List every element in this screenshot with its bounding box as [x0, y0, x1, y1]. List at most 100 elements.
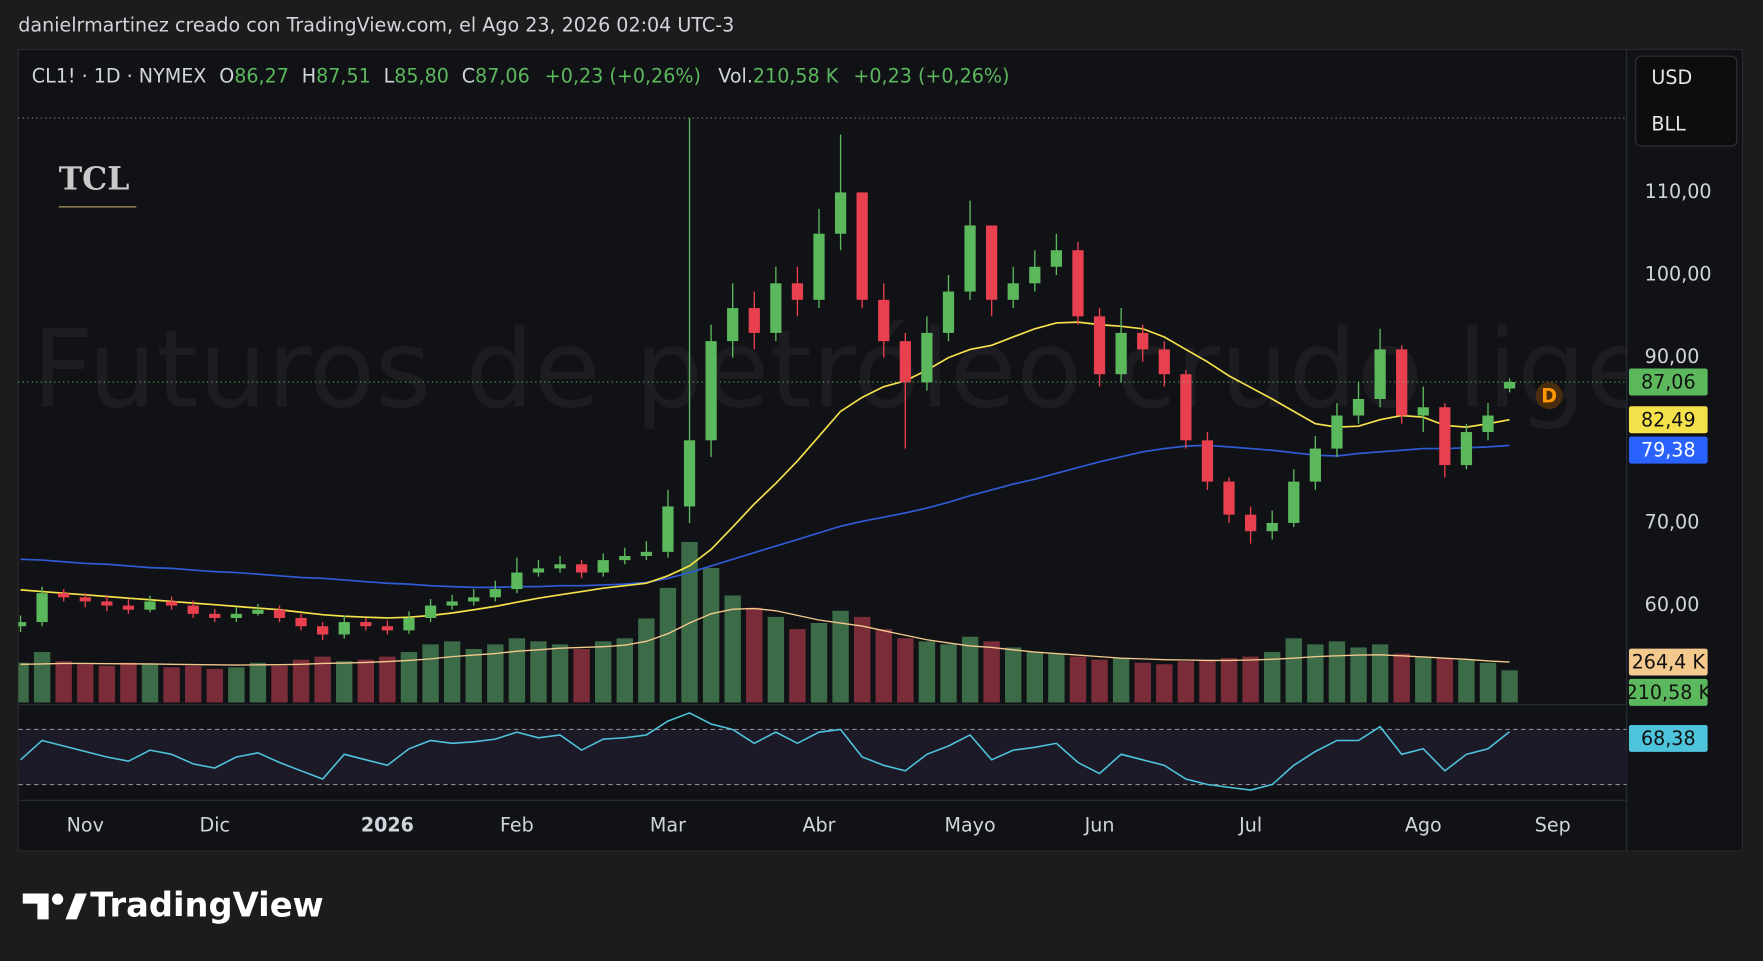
legend-key: O — [219, 64, 234, 87]
footer-brand: TradingView — [90, 886, 324, 925]
scale-box[interactable] — [1635, 55, 1738, 147]
volume-bar — [1285, 638, 1302, 703]
y-tick-label: 100,00 — [1645, 263, 1712, 286]
candle-body — [209, 613, 221, 618]
volume-bar — [1371, 644, 1389, 703]
rsi-band — [18, 729, 1627, 785]
candle-body — [489, 589, 501, 598]
volume-bar — [659, 587, 677, 703]
attribution: danielrmartinez creado con TradingView.c… — [18, 13, 734, 36]
x-tick-label: Jun — [1084, 814, 1115, 837]
volume-bar — [983, 641, 1000, 703]
candle-body — [748, 308, 760, 333]
candle-body — [1223, 481, 1235, 515]
scale-unit[interactable]: BLL — [1651, 112, 1686, 135]
volume-bar — [767, 616, 785, 703]
plot: 60,00 70,00 90,00 100,00 110,00 87,06 82,49 79,… — [18, 117, 1712, 837]
legend-key: L — [384, 64, 395, 87]
candle-body — [403, 617, 415, 631]
volume-bar — [271, 665, 288, 703]
candle-body — [1482, 415, 1494, 433]
footer-logo-mark — [22, 893, 49, 920]
price-pane — [18, 117, 1627, 703]
x-tick-label: Mayo — [944, 814, 995, 837]
volume-bar — [1134, 662, 1151, 703]
candle-body — [727, 308, 739, 342]
line — [20, 712, 1511, 791]
last-value-label: 210,58 K — [1626, 681, 1712, 704]
last-value-tag — [1628, 368, 1708, 396]
event-marker-label[interactable]: D — [1541, 384, 1557, 407]
volume-bar — [55, 661, 72, 703]
candle-body — [619, 555, 631, 561]
footer-logo-mark — [65, 893, 87, 920]
candle-body — [705, 341, 717, 441]
volume-bar — [1415, 656, 1432, 703]
legend-volume-key: Vol. — [718, 64, 753, 87]
volume-bar — [1220, 658, 1238, 703]
volume-bar — [1199, 659, 1216, 703]
candle-body — [1137, 332, 1149, 350]
legend-symbol: CL1! · 1D · NYMEX — [32, 64, 207, 87]
candle-body — [640, 551, 652, 556]
volume-bar — [292, 659, 310, 703]
volume-bar — [400, 652, 418, 703]
volume-bar — [875, 629, 892, 703]
volume-bar — [33, 652, 51, 703]
line — [20, 607, 1510, 666]
volume-bar — [18, 662, 29, 703]
volume-bar — [1026, 652, 1044, 703]
volume-bar — [1458, 659, 1475, 703]
volume-bar — [918, 641, 936, 703]
last-value-label: 68,38 — [1641, 727, 1696, 750]
x-tick-label: 2026 — [361, 814, 414, 837]
volume-bar — [249, 662, 267, 703]
candle-body — [1093, 316, 1106, 375]
volume-bar — [1393, 653, 1410, 703]
candle-body — [1244, 514, 1257, 532]
volume-bar — [724, 595, 741, 703]
volume-bar — [465, 648, 482, 703]
legend-key: H — [302, 64, 316, 87]
legend-value: 87,06 — [475, 64, 530, 87]
scale-currency[interactable]: USD — [1651, 66, 1692, 89]
volume-bar — [1307, 644, 1324, 703]
candle-body — [18, 622, 27, 627]
y-tick-label: 60,00 — [1645, 593, 1700, 616]
candle-body — [79, 597, 91, 602]
candle-body — [986, 225, 998, 300]
volume-bar — [702, 567, 720, 703]
candle-body — [101, 601, 113, 606]
candle-body — [878, 299, 890, 342]
legend-value: 86,27 — [234, 64, 289, 87]
volume-bar — [897, 638, 914, 703]
candle-body — [1309, 448, 1321, 482]
candle-body — [144, 601, 156, 610]
x-tick-label: Dic — [199, 814, 230, 837]
candle-body — [317, 626, 329, 635]
x-tick-label: Jul — [1238, 814, 1262, 837]
x-tick-label: Nov — [67, 814, 104, 837]
legend: CL1! · 1D · NYMEX O86,27 H87,51 L85,80 C… — [32, 64, 1010, 87]
candle-body — [424, 605, 437, 618]
volume-bar — [1156, 664, 1173, 703]
volume-bar — [336, 661, 353, 703]
volume-bar — [1112, 658, 1130, 703]
last-value-label: 82,49 — [1641, 408, 1696, 431]
volume-bar — [1048, 653, 1065, 703]
volume-bar — [314, 656, 331, 703]
candle-body — [446, 601, 458, 606]
event-marker[interactable] — [1535, 382, 1563, 410]
volume-bar — [1263, 652, 1281, 703]
candle-body — [1396, 349, 1408, 416]
volume-bar — [508, 638, 526, 703]
volume-bar — [832, 610, 849, 703]
candle-body — [554, 564, 566, 569]
candle-body — [813, 233, 825, 300]
candle-body — [899, 341, 911, 383]
candle-body — [1417, 407, 1429, 416]
candle-body — [1374, 349, 1386, 399]
volume-bar — [163, 667, 180, 703]
